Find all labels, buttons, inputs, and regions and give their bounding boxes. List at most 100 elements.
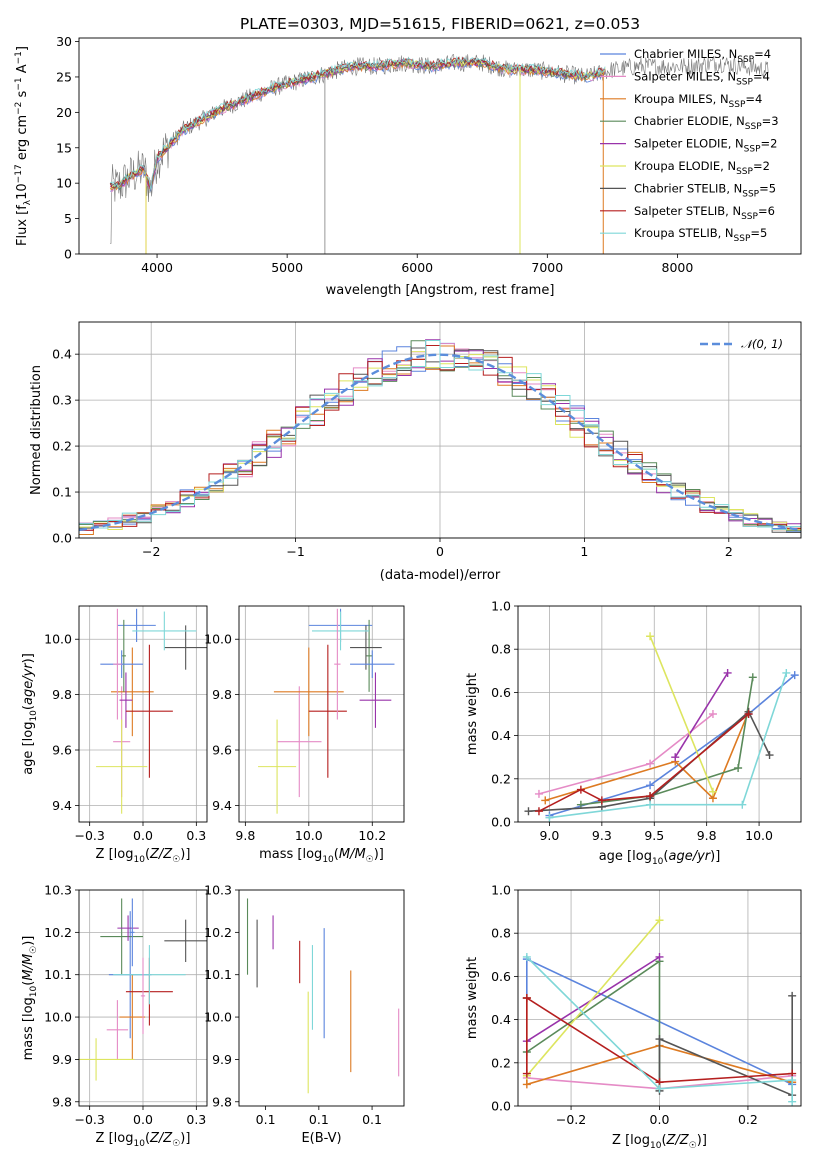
weight-marker	[534, 807, 543, 816]
model-spectrum-line	[110, 58, 606, 189]
y-tick-label: 30	[56, 34, 72, 49]
y-tick-label: 9.8	[52, 687, 72, 702]
weight-marker	[541, 796, 550, 805]
y-axis-label: age [log10(age/yr)]	[21, 653, 39, 775]
x-tick-label: 2	[725, 544, 733, 559]
y-tick-label: 0.0	[52, 531, 72, 546]
weight-marker	[765, 751, 774, 760]
y-tick-label: 10.1	[204, 967, 232, 982]
weight-marker	[723, 668, 732, 677]
x-tick-label: −0.3	[74, 1112, 104, 1127]
x-tick-label: −1	[286, 544, 304, 559]
legend-label: Chabrier ELODIE, NSSP=3	[634, 114, 779, 132]
y-tick-label: 0.6	[491, 685, 511, 700]
panel-age-vs-Z: −0.3 0.0 0.3 9.4 9.6 9.8 10.0 Z [log10(Z/Z☉)] ag…	[21, 605, 208, 865]
y-tick-label: 10.0	[204, 1010, 232, 1025]
weight-marker	[576, 785, 585, 794]
y-tick-label: 10.3	[204, 883, 232, 898]
weight-marker	[788, 1076, 797, 1085]
y-tick-label: 0	[64, 247, 72, 262]
weight-marker	[738, 800, 747, 809]
panel-residuals: −2 −1 0 1 2 0.0 0.1 0.2 0.3 0.4 (data-model)/error…	[29, 321, 802, 583]
y-tick-label: 0.1	[52, 485, 72, 500]
x-axis-label: mass [log10(M/M☉)]	[259, 847, 384, 865]
weight-marker	[655, 1035, 664, 1044]
x-axis-label: wavelength [Angstrom, rest frame]	[326, 283, 555, 298]
y-tick-label: 0.8	[491, 642, 511, 657]
legend-label: Kroupa MILES, NSSP=4	[634, 92, 762, 110]
weight-marker	[744, 710, 753, 718]
y-tick-label: 10.0	[44, 1010, 72, 1025]
figure-title: PLATE=0303, MJD=51615, FIBERID=0621, z=0…	[240, 15, 640, 33]
x-axis-label: Z [log10(Z/Z☉)]	[96, 847, 191, 865]
y-tick-label: 0.0	[491, 815, 511, 830]
x-tick-label: 0	[436, 544, 444, 559]
panels: 4000 5000 6000 7000 8000051015202530waveleng…	[14, 34, 802, 1151]
y-tick-label: 10.2	[44, 925, 72, 940]
plot-area	[79, 606, 207, 822]
x-axis-label: age [log10(age/yr)]	[599, 849, 721, 867]
weight-line	[649, 635, 714, 793]
legend-label: Kroupa STELIB, NSSP=5	[634, 226, 767, 244]
y-tick-label: 10.2	[204, 925, 232, 940]
y-tick-label: 10.1	[44, 967, 72, 982]
weight-line	[674, 672, 729, 758]
weight-marker	[655, 952, 664, 961]
y-axis-label: mass weight	[465, 673, 480, 755]
model-spectrum-line	[109, 59, 606, 192]
y-axis-label: Normed distribution	[29, 365, 44, 495]
weight-marker	[522, 994, 531, 1002]
weight-marker	[522, 952, 531, 961]
weight-marker	[534, 789, 543, 798]
y-tick-label: 1.0	[491, 883, 511, 898]
axes-frame	[238, 605, 405, 823]
x-tick-label: 5000	[271, 260, 303, 275]
panel-mass-vs-EBV: 0.1 0.1 0.1 9.8 9.9 10.0 10.1 10.2 10.3 E(B-V)	[204, 883, 405, 1146]
y-tick-label: 9.4	[52, 798, 72, 813]
y-tick-label: 0.4	[491, 728, 511, 743]
x-tick-label: 0.0	[133, 828, 153, 843]
y-tick-label: 9.8	[52, 1094, 72, 1109]
weight-marker	[545, 813, 554, 822]
weight-marker	[790, 671, 799, 680]
y-tick-label: 0.3	[52, 393, 72, 408]
weight-line	[658, 995, 794, 1097]
axes-frame	[517, 889, 802, 1107]
x-tick-label: 0.0	[133, 1112, 153, 1127]
panel-spectrum: 4000 5000 6000 7000 8000 0 5 10 15 20 25 30 waveleng…	[14, 34, 802, 298]
model-spectrum-line	[110, 55, 606, 190]
weight-marker	[597, 796, 606, 805]
y-tick-label: 9.6	[52, 743, 72, 758]
x-tick-label: 7000	[531, 260, 563, 275]
x-tick-label: −0.2	[556, 1112, 586, 1127]
weight-marker	[708, 710, 717, 718]
x-tick-label: 9.8	[235, 828, 255, 843]
weight-line	[526, 919, 661, 1077]
y-axis-label: Flux [fλ10−17 erg cm−2 s−1 A−1]	[14, 46, 33, 246]
x-axis-label: E(B-V)	[301, 1131, 341, 1146]
axes-frame	[78, 605, 208, 823]
weight-marker	[646, 792, 655, 801]
x-tick-label: 10.2	[358, 828, 386, 843]
y-axis-label: mass weight	[465, 957, 480, 1039]
weight-marker	[646, 781, 655, 790]
axes-frame	[517, 605, 802, 823]
y-tick-label: 0.0	[491, 1099, 511, 1114]
plot-area	[518, 890, 801, 1106]
weight-line	[549, 674, 796, 817]
weight-marker	[708, 787, 717, 796]
y-tick-label: 9.9	[52, 1052, 72, 1067]
y-tick-label: 0.2	[491, 771, 511, 786]
y-tick-label: 9.6	[212, 743, 232, 758]
y-tick-label: 0.4	[491, 1012, 511, 1027]
plot-area	[109, 54, 769, 254]
weight-marker	[734, 764, 743, 772]
x-tick-label: 6000	[401, 260, 433, 275]
x-tick-label: 10.0	[295, 828, 323, 843]
weight-marker	[788, 1097, 797, 1106]
axes-frame	[78, 889, 208, 1107]
y-tick-label: 10.3	[44, 883, 72, 898]
y-tick-label: 9.8	[212, 1094, 232, 1109]
x-axis-label: Z [log10(Z/Z☉)]	[612, 1133, 707, 1151]
